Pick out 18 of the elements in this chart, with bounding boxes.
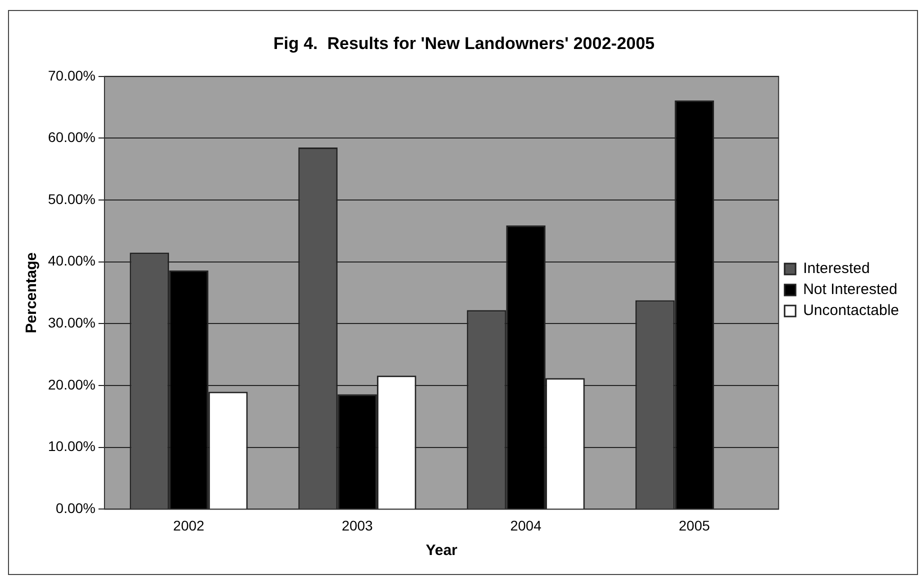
y-tick-label: 50.00% — [48, 190, 96, 207]
y-tick-label: 30.00% — [48, 314, 96, 331]
x-tick-label: 2005 — [678, 517, 710, 534]
y-axis-title: Percentage — [23, 252, 40, 334]
x-tick-label: 2002 — [173, 517, 205, 534]
x-axis-title: Year — [426, 542, 458, 560]
legend-label: Not Interested — [803, 281, 898, 298]
y-tick-label: 40.00% — [48, 252, 96, 269]
x-tick-label: 2003 — [342, 517, 374, 534]
chart-title: Fig 4. Results for 'New Landowners' 2002-2005 — [273, 34, 655, 53]
legend-label: Uncontactable — [803, 302, 900, 320]
x-tick-label: 2004 — [510, 517, 542, 534]
y-tick-label: 70.00% — [48, 67, 96, 84]
legend-label: Interested — [803, 260, 870, 278]
y-tick-label: 60.00% — [48, 129, 96, 146]
y-tick-label: 10.00% — [48, 438, 96, 454]
y-tick-label: 20.00% — [48, 376, 96, 392]
y-tick-label: 0.00% — [56, 500, 96, 516]
